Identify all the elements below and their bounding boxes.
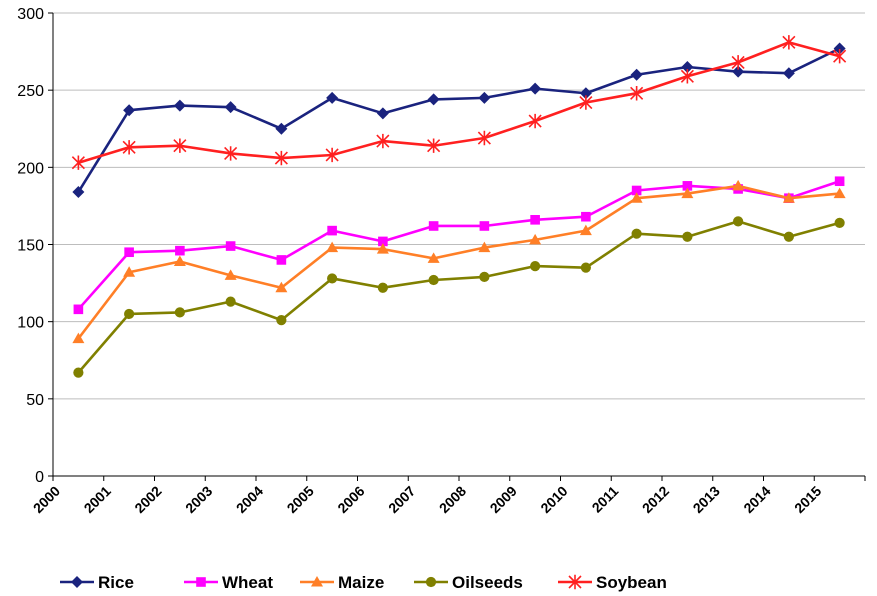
y-tick-label: 250 — [17, 83, 44, 100]
y-tick-label: 50 — [26, 392, 44, 409]
x-tick-label: 2009 — [487, 483, 520, 516]
data-point-wheat — [327, 226, 337, 236]
data-point-oilseeds — [784, 232, 794, 242]
legend-item-rice: Rice — [60, 573, 134, 592]
x-tick-label: 2002 — [131, 483, 164, 516]
data-point-oilseeds — [429, 275, 439, 285]
series-wheat — [74, 176, 845, 314]
y-tick-label: 0 — [35, 469, 44, 486]
legend-label-oilseeds: Oilseeds — [452, 573, 523, 592]
legend-marker-oilseeds — [426, 577, 436, 587]
data-point-rice — [377, 107, 389, 119]
data-point-rice — [783, 67, 795, 79]
legend-item-soybean: Soybean — [558, 573, 667, 592]
data-point-soybean — [529, 114, 541, 128]
legend-label-maize: Maize — [338, 573, 384, 592]
x-tick-label: 2010 — [537, 483, 570, 516]
data-point-wheat — [429, 221, 439, 231]
data-point-oilseeds — [479, 272, 489, 282]
data-point-oilseeds — [733, 216, 743, 226]
x-tick-label: 2005 — [284, 483, 317, 516]
data-point-oilseeds — [73, 367, 83, 377]
legend-label-wheat: Wheat — [222, 573, 273, 592]
data-point-rice — [326, 92, 338, 104]
data-point-rice — [428, 93, 440, 105]
legend-label-rice: Rice — [98, 573, 134, 592]
data-point-rice — [631, 69, 643, 81]
legend-marker-rice — [71, 576, 83, 588]
data-point-oilseeds — [378, 283, 388, 293]
x-tick-label: 2003 — [182, 483, 215, 516]
data-point-rice — [478, 92, 490, 104]
y-tick-label: 150 — [17, 238, 44, 255]
data-point-wheat — [835, 176, 845, 186]
data-point-oilseeds — [835, 218, 845, 228]
data-point-wheat — [480, 221, 490, 231]
x-tick-label: 2001 — [81, 483, 114, 516]
data-point-maize — [580, 225, 592, 236]
x-axis: 2000 2001 2002 2003 2004 2005 2006 2007 2008 2009… — [30, 476, 865, 516]
series-line-maize — [78, 186, 839, 339]
data-point-rice — [225, 101, 237, 113]
x-tick-label: 2014 — [740, 483, 773, 516]
x-tick-label: 2004 — [233, 483, 266, 516]
x-tick-label: 2006 — [334, 483, 367, 516]
x-tick-label: 2000 — [30, 483, 63, 516]
data-point-oilseeds — [581, 263, 591, 273]
legend-item-wheat: Wheat — [184, 573, 273, 592]
y-tick-label: 100 — [17, 315, 44, 332]
legend-marker-wheat — [196, 577, 206, 587]
x-tick-label: 2008 — [436, 483, 469, 516]
data-point-oilseeds — [124, 309, 134, 319]
data-point-wheat — [581, 212, 591, 222]
series-oilseeds — [73, 216, 844, 377]
legend-item-maize: Maize — [300, 573, 384, 592]
data-point-maize — [174, 255, 186, 265]
data-point-oilseeds — [276, 315, 286, 325]
data-point-oilseeds — [530, 261, 540, 271]
data-point-oilseeds — [327, 273, 337, 283]
data-point-rice — [275, 123, 287, 135]
data-point-wheat — [277, 255, 287, 265]
data-point-wheat — [124, 247, 134, 257]
data-point-rice — [529, 83, 541, 95]
legend-label-soybean: Soybean — [596, 573, 667, 592]
y-tick-label: 200 — [17, 160, 44, 177]
data-point-wheat — [226, 241, 236, 251]
data-point-oilseeds — [175, 307, 185, 317]
legend-item-oilseeds: Oilseeds — [414, 573, 523, 592]
data-point-oilseeds — [682, 232, 692, 242]
x-tick-label: 2015 — [791, 483, 824, 516]
series-maize — [72, 180, 845, 343]
series-group — [72, 35, 845, 378]
x-tick-label: 2012 — [639, 483, 672, 516]
x-tick-label: 2007 — [385, 483, 418, 516]
x-tick-label: 2013 — [690, 483, 723, 516]
series-line-rice — [78, 48, 839, 192]
data-point-rice — [174, 100, 186, 112]
legend: Rice Wheat Maize Oilseeds Soybean — [60, 573, 667, 592]
series-line-wheat — [78, 181, 839, 309]
x-tick-label: 2011 — [589, 483, 622, 516]
y-tick-label: 300 — [17, 6, 44, 23]
data-point-wheat — [530, 215, 540, 225]
data-point-oilseeds — [226, 297, 236, 307]
data-point-rice — [72, 186, 84, 198]
data-point-wheat — [74, 305, 84, 315]
series-soybean — [72, 35, 845, 170]
y-axis: 0 50 100 150 200 250 300 — [17, 6, 53, 486]
data-point-rice — [123, 104, 135, 116]
series-line-soybean — [78, 42, 839, 162]
data-point-wheat — [175, 246, 185, 256]
data-point-oilseeds — [632, 229, 642, 239]
